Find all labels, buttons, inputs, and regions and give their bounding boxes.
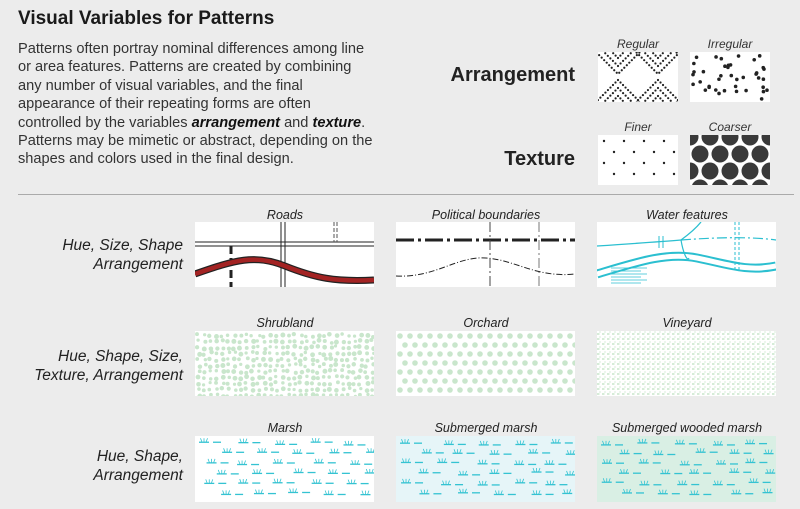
- vineyard-label: Vineyard: [662, 316, 712, 330]
- row-label-line-1: Hue, Shape,: [96, 448, 183, 465]
- irregular-swatch: [690, 52, 770, 102]
- irregular-label: Irregular: [707, 37, 753, 51]
- submerged-wooded-marsh-swatch: [597, 436, 776, 502]
- roads-label: Roads: [266, 208, 304, 222]
- regular-label: Regular: [616, 37, 660, 51]
- shrubland-swatch: [195, 331, 374, 396]
- finer-pattern: [602, 139, 676, 176]
- regular-swatch: [598, 52, 678, 102]
- row-label-line-features: Hue, Size, Shape Arrangement: [8, 236, 183, 274]
- submerged-marsh-pattern: [396, 436, 575, 502]
- orchard-label: Orchard: [463, 316, 509, 330]
- section-divider: [18, 194, 794, 195]
- intro-text-1: Patterns often portray nominal differenc…: [18, 41, 365, 131]
- row-label-line-1: Hue, Size, Shape: [62, 237, 183, 254]
- orchard-pattern: [397, 333, 575, 393]
- submerged-wooded-marsh-label: Submerged wooded marsh: [611, 421, 763, 435]
- shrubland-label: Shrubland: [256, 316, 314, 330]
- vineyard-pattern: [597, 331, 776, 396]
- roads-swatch: [195, 222, 374, 287]
- water-features-pattern: [597, 222, 776, 284]
- marsh-swatch: [195, 436, 374, 502]
- arrangement-label: Arrangement: [450, 64, 575, 86]
- water-features-label: Water features: [646, 208, 728, 222]
- marsh-pattern: [199, 437, 374, 496]
- coarser-label: Coarser: [708, 120, 752, 134]
- row-label-wetlands: Hue, Shape, Arrangement: [8, 447, 183, 485]
- regular-pattern: [598, 52, 678, 102]
- roads-pattern: [195, 222, 374, 287]
- submerged-marsh-swatch: [396, 436, 575, 502]
- political-boundaries-swatch: [396, 222, 575, 287]
- political-boundaries-pattern: [396, 222, 575, 287]
- irregular-pattern: [691, 54, 769, 101]
- page-title: Visual Variables for Patterns: [18, 8, 275, 29]
- submerged-marsh-label: Submerged marsh: [434, 421, 538, 435]
- row-label-line-1: Hue, Shape, Size,: [58, 348, 183, 365]
- row-label-line-2: Texture, Arrangement: [34, 367, 183, 384]
- coarser-swatch: [690, 135, 770, 185]
- texture-label: Texture: [504, 148, 575, 170]
- shrubland-pattern: [195, 331, 374, 396]
- intro-paragraph: Patterns often portray nominal differenc…: [18, 40, 378, 169]
- orchard-swatch: [396, 331, 575, 396]
- submerged-wooded-marsh-pattern: [597, 436, 776, 502]
- finer-swatch: [598, 135, 678, 185]
- finer-label: Finer: [624, 120, 652, 134]
- water-features-swatch: [597, 222, 776, 287]
- row-label-vegetation: Hue, Shape, Size, Texture, Arrangement: [8, 347, 183, 385]
- intro-emphasis-arrangement: arrangement: [191, 114, 281, 131]
- intro-text-2: and: [280, 114, 313, 131]
- political-boundaries-label: Political boundaries: [431, 208, 541, 222]
- intro-text-3: . Patterns may be mimetic or abstract, d…: [18, 114, 373, 168]
- row-label-line-2: Arrangement: [93, 256, 183, 273]
- coarser-pattern: [690, 135, 770, 185]
- row-label-line-2: Arrangement: [93, 467, 183, 484]
- marsh-label: Marsh: [267, 421, 303, 435]
- intro-emphasis-texture: texture: [312, 114, 362, 131]
- vineyard-swatch: [597, 331, 776, 396]
